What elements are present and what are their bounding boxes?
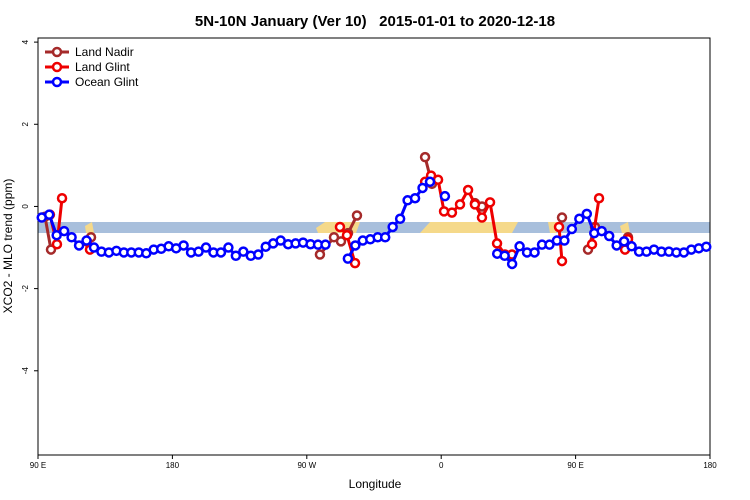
y-tick-label: -4 — [21, 367, 30, 375]
point — [574, 213, 585, 225]
point — [51, 229, 62, 241]
point — [462, 184, 474, 196]
point — [73, 240, 85, 251]
point — [193, 246, 204, 257]
point — [88, 242, 100, 253]
point — [387, 221, 398, 233]
point — [58, 225, 70, 237]
legend-marker — [51, 46, 63, 58]
point — [350, 240, 361, 251]
point — [581, 208, 593, 220]
legend-label: Land Nadir — [75, 45, 134, 59]
point — [394, 213, 406, 225]
point — [438, 206, 450, 217]
point — [56, 192, 68, 204]
point — [334, 221, 346, 233]
point — [593, 192, 605, 204]
point — [603, 230, 615, 242]
y-tick-label: -2 — [21, 285, 30, 293]
x-tick-label: 180 — [166, 461, 180, 470]
point — [253, 249, 264, 260]
ocean-strip — [38, 222, 710, 233]
point — [351, 210, 363, 221]
x-tick-label: 90 E — [30, 461, 46, 470]
point — [223, 242, 234, 253]
point — [553, 221, 565, 233]
point — [514, 241, 525, 252]
point — [419, 151, 431, 163]
point — [409, 192, 421, 204]
land — [85, 222, 94, 233]
point — [342, 253, 354, 264]
y-tick-label: 2 — [21, 122, 30, 127]
chart-title: 5N-10N January (Ver 10) 2015-01-01 to 20… — [195, 13, 555, 30]
land — [620, 222, 630, 233]
point — [314, 249, 326, 260]
point — [439, 190, 451, 202]
legend-label: Ocean Glint — [75, 75, 139, 89]
x-tick-label: 90 W — [297, 461, 316, 470]
point — [335, 236, 347, 247]
legend-marker — [51, 61, 63, 73]
point — [559, 235, 570, 246]
point — [566, 223, 578, 235]
legend-marker — [51, 76, 63, 88]
x-tick-label: 90 E — [567, 461, 583, 470]
point — [506, 258, 518, 270]
point — [484, 197, 496, 208]
point — [491, 238, 503, 249]
y-axis-label: XCO2 - MLO trend (ppm) — [1, 179, 15, 314]
point — [556, 255, 568, 267]
x-tick-label: 180 — [703, 461, 717, 470]
point — [701, 241, 712, 252]
point — [417, 182, 428, 194]
point — [544, 239, 555, 250]
point — [238, 246, 249, 257]
point — [178, 240, 189, 251]
point — [379, 232, 391, 243]
point — [200, 242, 212, 253]
point — [446, 207, 458, 218]
point — [341, 229, 353, 241]
point — [81, 235, 92, 246]
plot-frame — [37, 37, 711, 456]
point — [230, 250, 242, 261]
point — [618, 236, 630, 247]
point — [349, 257, 361, 269]
point — [499, 250, 510, 261]
point — [586, 238, 598, 250]
point — [215, 247, 227, 258]
x-tick-label: 0 — [439, 461, 444, 470]
point — [529, 247, 540, 258]
point — [596, 225, 607, 237]
point — [611, 240, 622, 251]
point — [320, 239, 331, 250]
y-tick-label: 0 — [21, 204, 30, 209]
land — [420, 222, 518, 233]
point — [454, 199, 466, 210]
point — [66, 232, 77, 243]
point — [556, 212, 568, 223]
point — [43, 209, 55, 220]
point — [432, 174, 444, 185]
point — [626, 241, 637, 252]
point — [424, 176, 436, 188]
point — [476, 212, 488, 223]
legend-label: Land Glint — [75, 60, 130, 74]
point — [51, 238, 63, 250]
y-tick-label: 4 — [21, 39, 30, 44]
point — [469, 199, 481, 210]
x-axis-label: Longitude — [349, 477, 402, 491]
